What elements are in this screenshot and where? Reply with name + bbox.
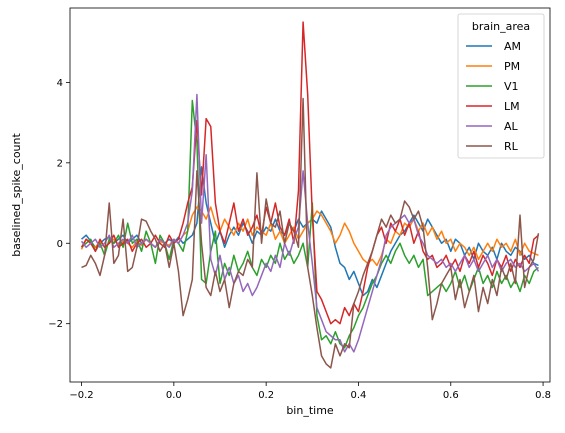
legend-label-lm: LM: [504, 100, 520, 113]
series-line-rl: [81, 97, 540, 369]
x-tick-label: 0.0: [166, 390, 182, 401]
x-tick-label: 0.4: [351, 390, 367, 401]
series-line-lm: [80, 21, 539, 325]
legend-title: brain_area: [472, 20, 530, 33]
legend-label-am: AM: [504, 40, 521, 53]
legend-label-al: AL: [504, 120, 519, 133]
plot-frame: [69, 7, 551, 383]
y-axis-label: baselined_spike_count: [10, 133, 23, 257]
y-tick-label: −2: [48, 319, 63, 330]
y-tick-label: 4: [57, 78, 63, 89]
y-axis-ticks: −2 0 2 4: [48, 78, 70, 330]
legend-label-rl: RL: [504, 140, 519, 153]
y-tick-label: 2: [57, 158, 63, 169]
x-tick-label: 0.8: [535, 390, 551, 401]
y-tick-label: 0: [57, 239, 63, 250]
legend-label-v1: V1: [504, 80, 519, 93]
x-axis-label: bin_time: [286, 404, 334, 417]
x-tick-label: 0.6: [443, 390, 459, 401]
x-tick-label: −0.2: [69, 390, 93, 401]
x-axis-ticks: −0.2 0.0 0.2 0.4 0.6 0.8: [69, 382, 551, 401]
legend: brain_area AM PM V1 LM AL RL: [457, 13, 545, 159]
legend-label-pm: PM: [504, 60, 520, 73]
legend-box: [457, 13, 545, 159]
series-layer: [80, 21, 540, 369]
x-tick-label: 0.2: [258, 390, 274, 401]
series-line-v1: [81, 99, 539, 349]
